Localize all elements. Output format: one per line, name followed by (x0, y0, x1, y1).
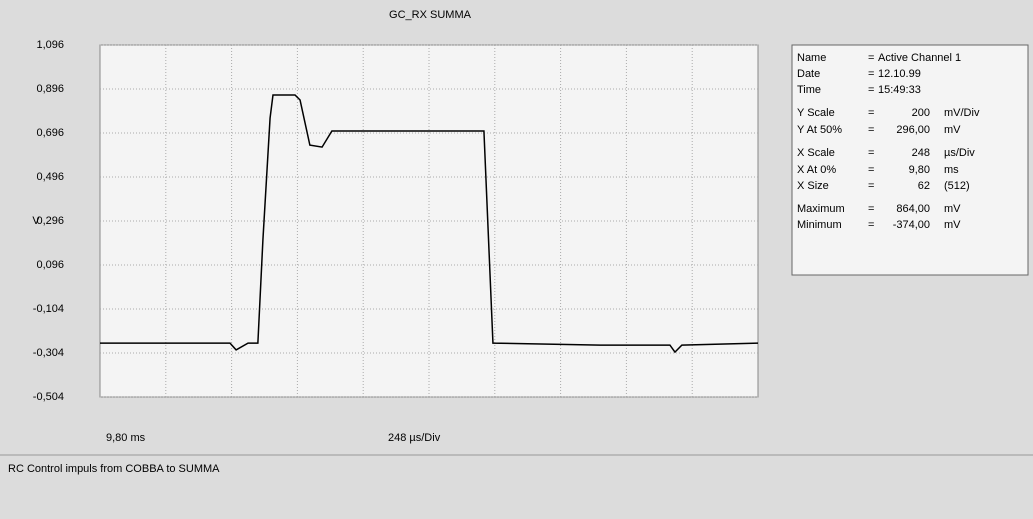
info-equals: = (868, 52, 874, 64)
info-equals: = (868, 164, 874, 176)
y-tick-label: -0,104 (33, 303, 64, 315)
info-equals: = (868, 84, 874, 96)
info-unit: µs/Div (944, 147, 975, 159)
info-equals: = (868, 68, 874, 80)
info-value: 864,00 (896, 203, 930, 215)
y-tick-label: 0,096 (36, 259, 64, 271)
info-equals: = (868, 124, 874, 136)
info-label: Maximum (797, 203, 845, 215)
y-tick-label: 0,296 (36, 215, 64, 227)
info-value: 62 (918, 180, 930, 192)
info-equals: = (868, 180, 874, 192)
info-value: 12.10.99 (878, 68, 921, 80)
info-label: X Scale (797, 147, 835, 159)
info-label: Name (797, 52, 826, 64)
y-tick-label: 1,096 (36, 39, 64, 51)
plot-area (99, 44, 759, 398)
x-start-label: 9,80 ms (106, 432, 146, 444)
info-panel (791, 44, 1029, 276)
info-value: Active Channel 1 (878, 52, 961, 64)
x-scale-label: 248 µs/Div (388, 432, 441, 444)
info-equals: = (868, 107, 874, 119)
info-unit: (512) (944, 180, 970, 192)
chart-title: GC_RX SUMMA (389, 9, 472, 21)
info-label: X Size (797, 180, 829, 192)
y-tick-label: 0,496 (36, 171, 64, 183)
info-equals: = (868, 147, 874, 159)
info-value: 9,80 (909, 164, 930, 176)
y-tick-label: -0,304 (33, 347, 64, 359)
y-tick-label: 0,896 (36, 83, 64, 95)
info-unit: mV (944, 219, 961, 231)
info-label: Date (797, 68, 820, 80)
info-value: -374,00 (893, 219, 930, 231)
y-tick-label: 0,696 (36, 127, 64, 139)
info-unit: mV (944, 124, 961, 136)
info-unit: mV/Div (944, 107, 980, 119)
trace (100, 94, 759, 354)
info-value: 248 (912, 147, 930, 159)
info-equals: = (868, 203, 874, 215)
info-value: 200 (912, 107, 930, 119)
info-equals: = (868, 219, 874, 231)
info-unit: mV (944, 203, 961, 215)
info-label: Minimum (797, 219, 842, 231)
info-label: Time (797, 84, 821, 96)
y-axis-label: V (32, 215, 40, 227)
info-label: X At 0% (797, 164, 836, 176)
y-tick-label: -0,504 (33, 391, 64, 403)
info-value: 15:49:33 (878, 84, 921, 96)
info-label: Y Scale (797, 107, 835, 119)
footer-text: RC Control impuls from COBBA to SUMMA (8, 463, 220, 475)
info-value: 296,00 (896, 124, 930, 136)
info-label: Y At 50% (797, 124, 842, 136)
info-unit: ms (944, 164, 959, 176)
